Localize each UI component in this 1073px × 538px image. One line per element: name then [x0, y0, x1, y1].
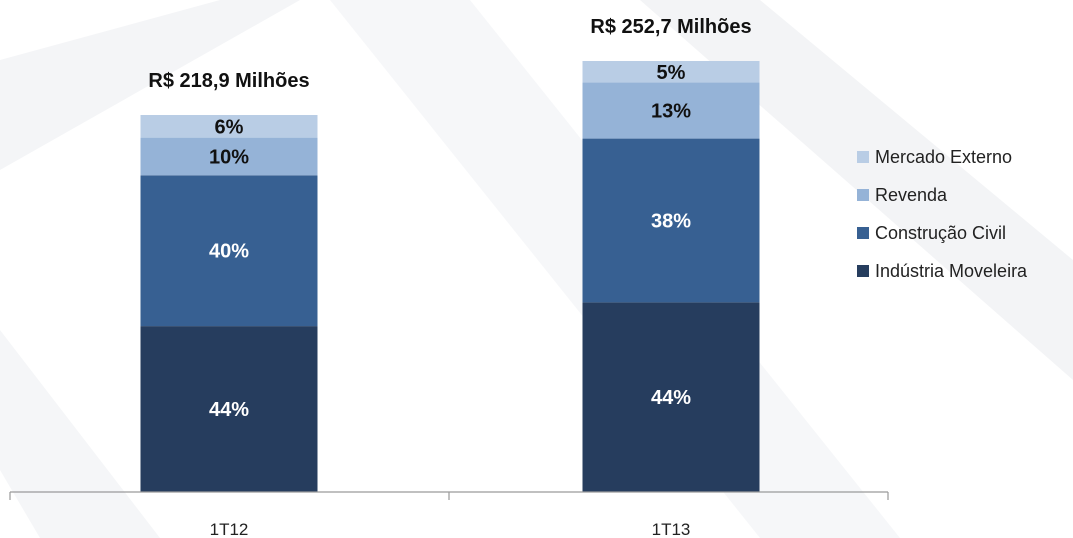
- bars-layer: 44% 40% 10% 6% R$ 218,9 Milhões 44% 38% 13% 5% R$…: [140, 16, 760, 492]
- legend-swatch: [857, 227, 869, 239]
- legend-label: Indústria Moveleira: [875, 261, 1028, 281]
- bar-segment-construcao-civil-1t13: [582, 138, 760, 303]
- legend-swatch: [857, 189, 869, 201]
- bar-segment-construcao-civil-1t12: [140, 175, 318, 327]
- x-tick-label: 1T13: [652, 520, 691, 538]
- data-label: 44%: [651, 387, 691, 409]
- x-tick-label: 1T12: [210, 520, 249, 538]
- total-label: R$ 252,7 Milhões: [590, 16, 751, 38]
- bar-segment-industria-moveleira-1t13: [582, 302, 760, 492]
- data-label: 44%: [209, 399, 249, 421]
- bar-segment-mercado-externo-1t13: [582, 61, 760, 83]
- data-label: 40%: [209, 241, 249, 263]
- bar-segment-industria-moveleira-1t12: [140, 326, 318, 492]
- data-label: 13%: [651, 101, 691, 123]
- bar-segment-revenda-1t13: [582, 82, 760, 139]
- data-label: 6%: [215, 116, 244, 138]
- legend-label: Revenda: [875, 185, 948, 205]
- legend-swatch: [857, 151, 869, 163]
- bar-segment-mercado-externo-1t12: [140, 115, 318, 138]
- legend-label: Mercado Externo: [875, 147, 1012, 167]
- data-label: 5%: [657, 62, 686, 84]
- data-label: 38%: [651, 210, 691, 232]
- x-axis: 1T12 1T13: [9, 491, 889, 538]
- legend-swatch: [857, 265, 869, 277]
- total-label: R$ 218,9 Milhões: [148, 70, 309, 92]
- legend: Mercado Externo Revenda Construção Civil In…: [857, 147, 1028, 281]
- bar-segment-revenda-1t12: [140, 137, 318, 176]
- data-label: 10%: [209, 146, 249, 168]
- legend-label: Construção Civil: [875, 223, 1006, 243]
